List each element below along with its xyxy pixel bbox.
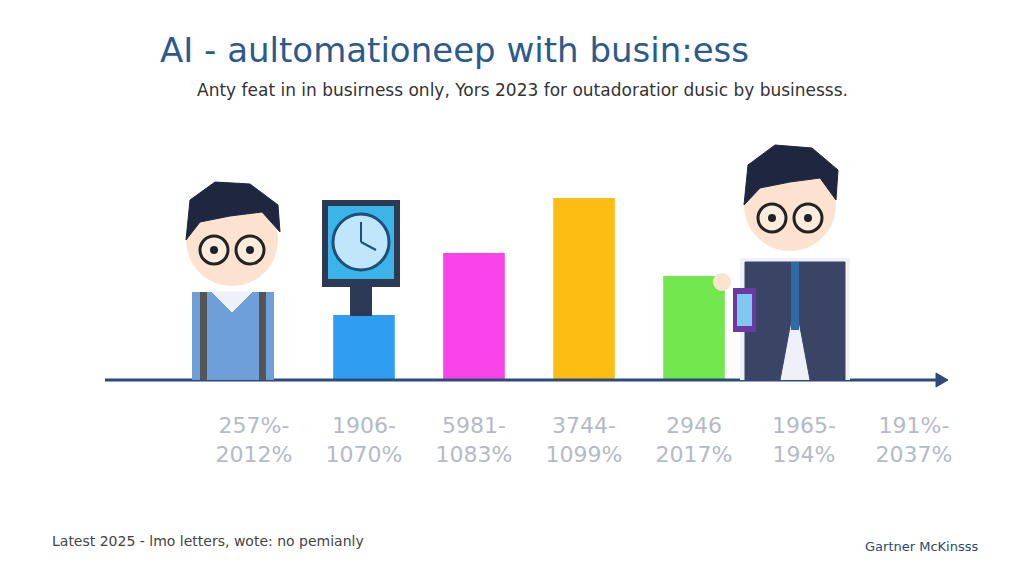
svg-text:Gartner McKinsss: Gartner McKinsss [865,539,978,554]
svg-text:29462017%: 29462017% [656,413,733,467]
svg-text:1906-1070%: 1906-1070% [326,413,403,467]
svg-text:AI - aultomationeep with busin: AI - aultomationeep with busin:ess [160,30,749,70]
svg-text:257%-2012%: 257%-2012% [216,413,293,467]
svg-text:Latest 2025 - lmo letters, wot: Latest 2025 - lmo letters, wote: no pemi… [52,533,364,549]
svg-text:3744-1099%: 3744-1099% [546,413,623,467]
svg-text:1965-194%: 1965-194% [772,413,836,467]
svg-text:Anty feat in in busirness only: Anty feat in in busirness only, Yors 202… [197,80,848,100]
svg-text:5981-1083%: 5981-1083% [436,413,513,467]
svg-text:191%-2037%: 191%-2037% [876,413,953,467]
